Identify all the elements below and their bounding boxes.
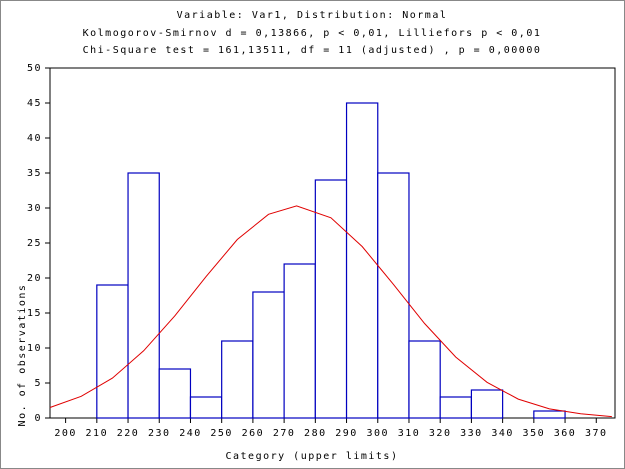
y-tick-label: 50: [27, 63, 42, 74]
x-axis-label: Category (upper limits): [226, 451, 399, 462]
x-tick-label: 350: [523, 428, 546, 439]
x-tick-label: 370: [585, 428, 608, 439]
x-tick-label: 210: [86, 428, 109, 439]
bar: [127, 172, 160, 419]
x-tick-label: 220: [117, 428, 140, 439]
y-tick-label: 0: [34, 413, 42, 424]
x-tick-label: 270: [273, 428, 296, 439]
bar: [158, 368, 192, 419]
y-tick-label: 10: [27, 343, 42, 354]
x-tick-label: 300: [366, 428, 389, 439]
bar: [345, 102, 379, 419]
y-tick-label: 35: [27, 168, 42, 179]
bar: [252, 291, 285, 419]
y-tick-label: 45: [27, 98, 42, 109]
bar: [189, 396, 223, 419]
x-tick-label: 320: [429, 428, 452, 439]
bar: [377, 172, 410, 419]
x-tick-label: 330: [460, 428, 483, 439]
x-tick-label: 290: [335, 428, 358, 439]
chart-title: Variable: Var1, Distribution: Normal: [177, 10, 448, 21]
bar: [96, 284, 129, 419]
y-tick-label: 15: [27, 308, 42, 319]
x-tick-label: 230: [148, 428, 171, 439]
bar: [221, 340, 254, 419]
y-tick-label: 20: [27, 273, 42, 284]
x-tick-label: 240: [179, 428, 202, 439]
bar: [533, 410, 566, 419]
y-tick-label: 5: [34, 378, 42, 389]
bar: [314, 179, 348, 419]
x-tick-label: 340: [491, 428, 514, 439]
x-tick-label: 280: [304, 428, 327, 439]
x-tick-label: 250: [210, 428, 233, 439]
bar: [283, 263, 316, 419]
x-tick-label: 360: [554, 428, 577, 439]
y-tick-label: 40: [27, 133, 42, 144]
chart-subtitle: Kolmogorov-Smirnov d = 0,13866, p < 0,01…: [83, 28, 542, 39]
normal-curve: [49, 205, 612, 418]
x-tick-label: 310: [398, 428, 421, 439]
bar: [470, 389, 504, 419]
y-tick-label: 25: [27, 238, 42, 249]
y-axis-label: No. of observations: [17, 284, 28, 427]
x-tick-label: 260: [242, 428, 265, 439]
bar: [408, 340, 441, 419]
bar: [439, 396, 473, 419]
x-tick-label: 200: [54, 428, 77, 439]
y-tick-label: 30: [27, 203, 42, 214]
chart-subtitle: Chi-Square test = 161,13511, df = 11 (ad…: [83, 45, 542, 56]
